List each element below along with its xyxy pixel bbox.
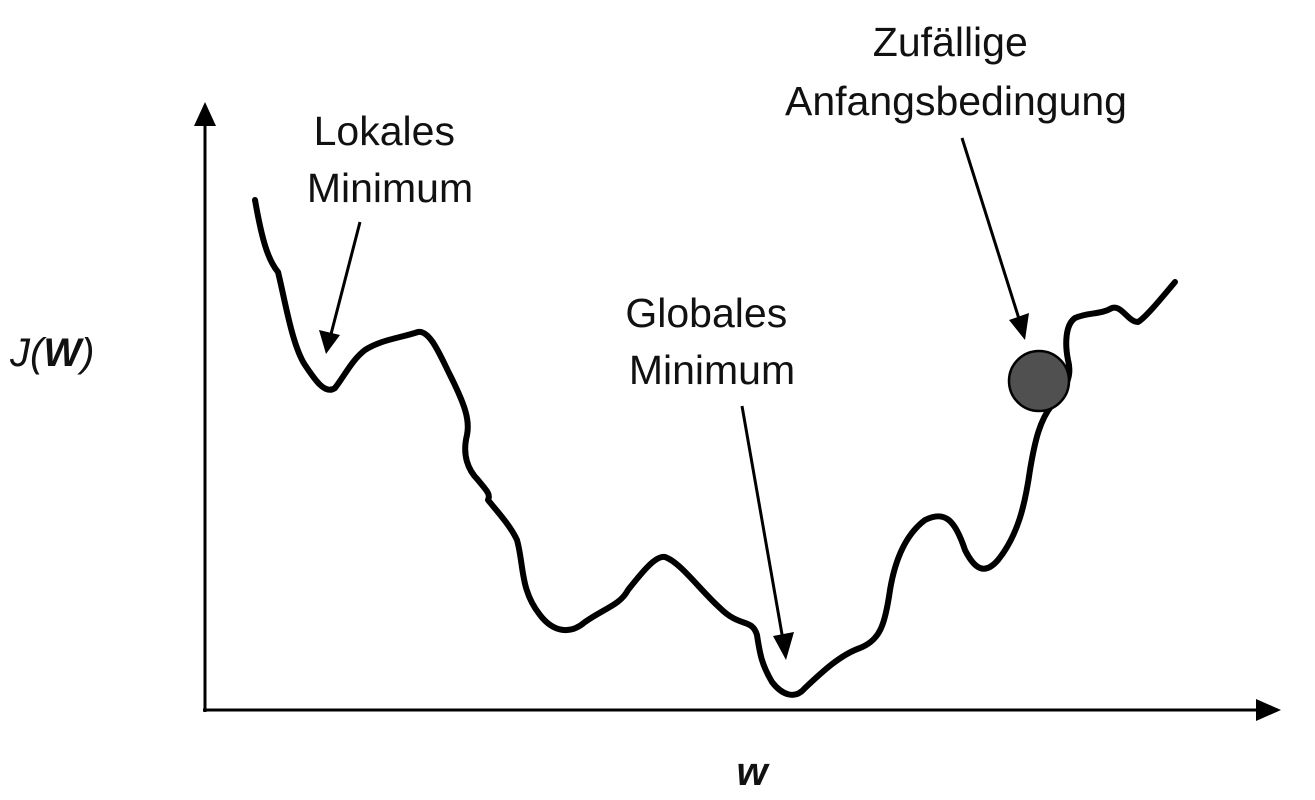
y-axis-label-prefix: J(	[9, 331, 47, 375]
random-start-arrowhead	[1009, 313, 1029, 340]
global-min-label-line1: Globales	[625, 290, 787, 336]
global-min-label: Globales Minimum	[625, 290, 798, 393]
local-min-arrow	[328, 221, 362, 339]
y-axis-label: J(W)	[9, 331, 94, 375]
local-min-label-line2: Minimum	[307, 165, 473, 211]
local-min-label-line1: Lokales	[314, 108, 455, 154]
global-min-label-line2: Minimum	[629, 347, 795, 393]
y-axis-label-var: W	[43, 331, 84, 375]
random-start-label: Zufällige Anfangsbedingung	[785, 19, 1127, 124]
y-axis-arrowhead	[194, 102, 216, 126]
local-min-arrowhead	[319, 330, 340, 354]
loss-curve	[252, 197, 1178, 698]
random-start-label-line1: Zufällige	[873, 19, 1028, 65]
y-axis-label-suffix: )	[77, 331, 94, 375]
local-min-label: Lokales Minimum	[307, 108, 473, 211]
x-axis-label: w	[736, 750, 770, 794]
x-axis-arrowhead	[1256, 699, 1281, 721]
global-min-arrow	[740, 405, 785, 641]
random-start-arrow	[960, 137, 1022, 323]
random-start-label-line2: Anfangsbedingung	[785, 78, 1127, 124]
global-min-arrowhead	[773, 632, 794, 660]
random-start-ball	[1007, 349, 1071, 413]
